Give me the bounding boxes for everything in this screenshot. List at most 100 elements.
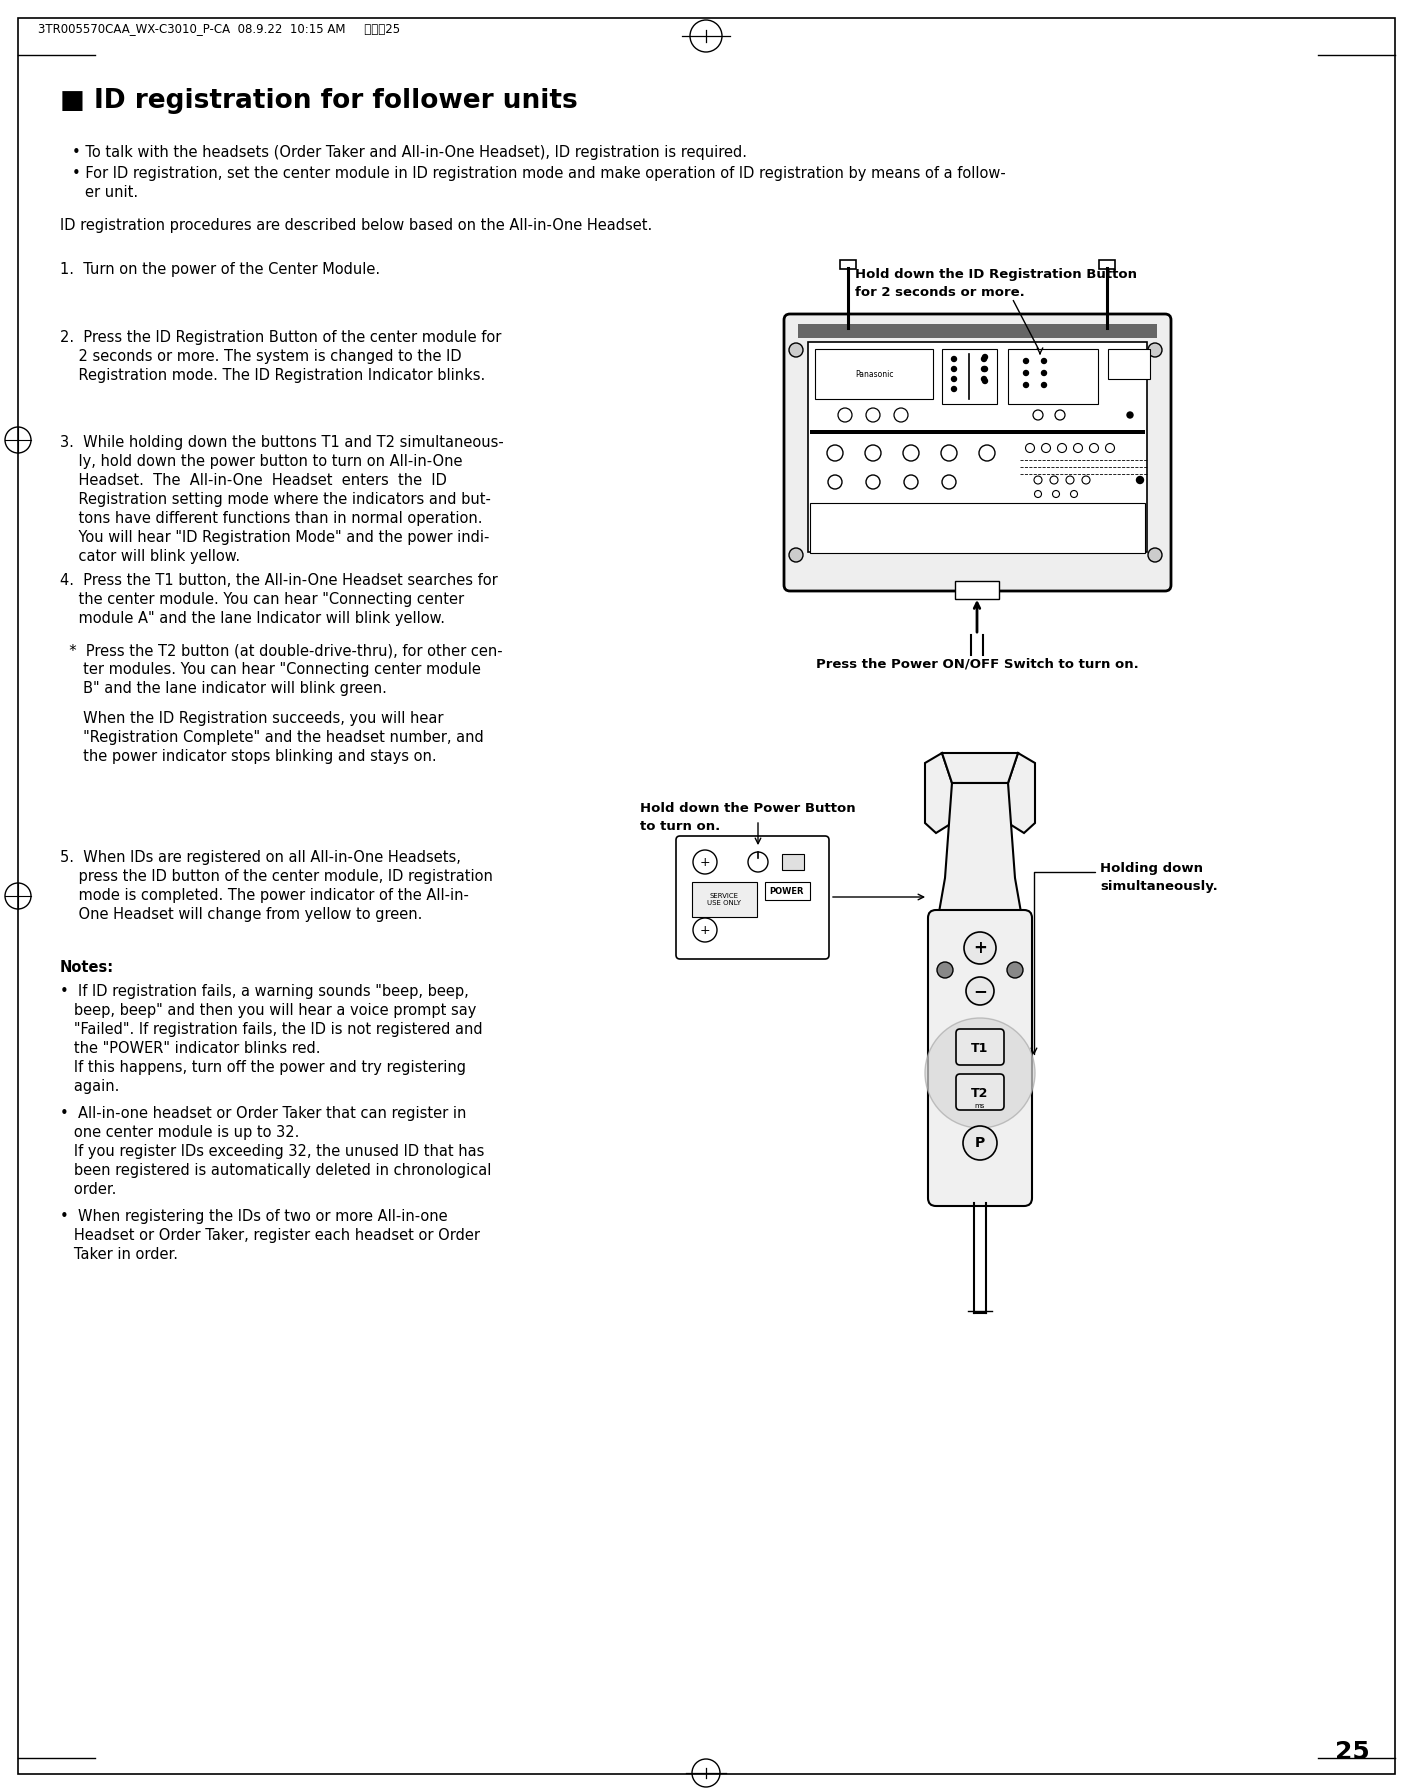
- Circle shape: [964, 932, 996, 964]
- Text: Hold down the Power Button: Hold down the Power Button: [640, 803, 856, 815]
- Polygon shape: [1007, 753, 1034, 833]
- Bar: [810, 430, 1145, 434]
- Circle shape: [951, 357, 957, 362]
- Polygon shape: [926, 753, 952, 833]
- Circle shape: [982, 376, 986, 382]
- Bar: [808, 342, 1147, 552]
- Circle shape: [964, 1125, 998, 1159]
- Circle shape: [1147, 342, 1161, 357]
- Text: Headset.  The  All-in-One  Headset  enters  the  ID: Headset. The All-in-One Headset enters t…: [59, 473, 447, 487]
- FancyBboxPatch shape: [675, 837, 829, 959]
- Text: 25: 25: [1335, 1740, 1369, 1763]
- Circle shape: [1147, 548, 1161, 563]
- Text: ID registration procedures are described below based on the All-in-One Headset.: ID registration procedures are described…: [59, 219, 653, 233]
- Text: beep, beep" and then you will hear a voice prompt say: beep, beep" and then you will hear a voi…: [59, 1004, 476, 1018]
- Text: P: P: [975, 1136, 985, 1150]
- Circle shape: [982, 367, 986, 371]
- Text: Panasonic: Panasonic: [855, 369, 893, 378]
- Text: +: +: [699, 855, 711, 869]
- Bar: [815, 349, 933, 400]
- Text: 1.  Turn on the power of the Center Module.: 1. Turn on the power of the Center Modul…: [59, 262, 380, 278]
- Text: T1: T1: [971, 1041, 989, 1054]
- Text: for 2 seconds or more.: for 2 seconds or more.: [855, 287, 1024, 299]
- Text: "Failed". If registration fails, the ID is not registered and: "Failed". If registration fails, the ID …: [59, 1021, 483, 1038]
- Bar: [810, 504, 1145, 554]
- Bar: [1099, 260, 1115, 269]
- Circle shape: [951, 387, 957, 391]
- Text: been registered is automatically deleted in chronological: been registered is automatically deleted…: [59, 1163, 492, 1177]
- Text: • To talk with the headsets (Order Taker and All-in-One Headset), ID registratio: • To talk with the headsets (Order Taker…: [72, 145, 747, 159]
- Bar: [764, 882, 810, 900]
- Circle shape: [788, 342, 803, 357]
- Text: −: −: [974, 982, 986, 1000]
- Circle shape: [1023, 382, 1029, 387]
- FancyBboxPatch shape: [957, 1073, 1005, 1109]
- Circle shape: [982, 357, 986, 362]
- Text: the center module. You can hear "Connecting center: the center module. You can hear "Connect…: [59, 591, 463, 607]
- Circle shape: [982, 367, 988, 371]
- Text: One Headset will change from yellow to green.: One Headset will change from yellow to g…: [59, 907, 422, 923]
- Bar: [1108, 349, 1150, 378]
- Bar: [839, 260, 856, 269]
- Text: •  If ID registration fails, a warning sounds "beep, beep,: • If ID registration fails, a warning so…: [59, 984, 469, 998]
- Text: press the ID button of the center module, ID registration: press the ID button of the center module…: [59, 869, 493, 883]
- FancyBboxPatch shape: [957, 1029, 1005, 1064]
- Text: •  All-in-one headset or Order Taker that can register in: • All-in-one headset or Order Taker that…: [59, 1106, 466, 1122]
- Circle shape: [982, 378, 988, 383]
- Circle shape: [937, 962, 952, 978]
- Text: Holding down: Holding down: [1099, 862, 1202, 874]
- Text: SERVICE
USE ONLY: SERVICE USE ONLY: [706, 892, 740, 905]
- Text: "Registration Complete" and the headset number, and: "Registration Complete" and the headset …: [59, 729, 483, 745]
- Circle shape: [951, 376, 957, 382]
- Text: Registration setting mode where the indicators and but-: Registration setting mode where the indi…: [59, 493, 490, 507]
- Text: 5.  When IDs are registered on all All-in-One Headsets,: 5. When IDs are registered on all All-in…: [59, 849, 461, 866]
- Text: one center module is up to 32.: one center module is up to 32.: [59, 1125, 300, 1140]
- Polygon shape: [938, 783, 1022, 918]
- Text: Taker in order.: Taker in order.: [59, 1247, 178, 1262]
- Bar: [781, 855, 804, 869]
- Circle shape: [1128, 412, 1133, 418]
- Text: mode is completed. The power indicator of the All-in-: mode is completed. The power indicator o…: [59, 889, 469, 903]
- Text: 2.  Press the ID Registration Button of the center module for: 2. Press the ID Registration Button of t…: [59, 330, 502, 346]
- Text: If you register IDs exceeding 32, the unused ID that has: If you register IDs exceeding 32, the un…: [59, 1143, 485, 1159]
- Circle shape: [982, 355, 988, 360]
- Circle shape: [926, 1018, 1034, 1127]
- Text: er unit.: er unit.: [85, 185, 138, 201]
- Text: B" and the lane indicator will blink green.: B" and the lane indicator will blink gre…: [59, 681, 387, 695]
- FancyBboxPatch shape: [928, 910, 1031, 1206]
- Polygon shape: [942, 753, 1017, 783]
- Text: order.: order.: [59, 1183, 116, 1197]
- Bar: [955, 581, 999, 599]
- Bar: [692, 882, 757, 918]
- Text: POWER: POWER: [770, 887, 804, 896]
- Text: +: +: [699, 923, 711, 937]
- Bar: [942, 349, 998, 403]
- Text: module A" and the lane Indicator will blink yellow.: module A" and the lane Indicator will bl…: [59, 611, 445, 625]
- Text: Headset or Order Taker, register each headset or Order: Headset or Order Taker, register each he…: [59, 1228, 480, 1244]
- Text: 3TR005570CAA_WX-C3010_P-CA  08.9.22  10:15 AM     ページ25: 3TR005570CAA_WX-C3010_P-CA 08.9.22 10:15…: [38, 22, 400, 36]
- Text: simultaneously.: simultaneously.: [1099, 880, 1218, 892]
- Text: ms: ms: [975, 1104, 985, 1109]
- Text: T2: T2: [971, 1086, 989, 1100]
- Bar: [1007, 349, 1098, 403]
- Bar: [798, 324, 1157, 339]
- Text: cator will blink yellow.: cator will blink yellow.: [59, 548, 240, 564]
- Circle shape: [1041, 371, 1047, 376]
- Text: to turn on.: to turn on.: [640, 821, 721, 833]
- Circle shape: [966, 977, 993, 1005]
- Text: *  Press the T2 button (at double-drive-thru), for other cen-: * Press the T2 button (at double-drive-t…: [59, 643, 503, 658]
- Text: +: +: [974, 939, 986, 957]
- Text: Registration mode. The ID Registration Indicator blinks.: Registration mode. The ID Registration I…: [59, 367, 485, 383]
- Text: Notes:: Notes:: [59, 961, 114, 975]
- Text: ly, hold down the power button to turn on All-in-One: ly, hold down the power button to turn o…: [59, 453, 462, 470]
- Text: If this happens, turn off the power and try registering: If this happens, turn off the power and …: [59, 1061, 466, 1075]
- Circle shape: [1007, 962, 1023, 978]
- Text: 4.  Press the T1 button, the All-in-One Headset searches for: 4. Press the T1 button, the All-in-One H…: [59, 573, 497, 588]
- Text: 2 seconds or more. The system is changed to the ID: 2 seconds or more. The system is changed…: [59, 349, 462, 364]
- Text: Hold down the ID Registration Button: Hold down the ID Registration Button: [855, 269, 1137, 281]
- Circle shape: [1041, 358, 1047, 364]
- Text: the power indicator stops blinking and stays on.: the power indicator stops blinking and s…: [59, 749, 437, 763]
- Text: ter modules. You can hear "Connecting center module: ter modules. You can hear "Connecting ce…: [59, 661, 480, 677]
- Text: You will hear "ID Registration Mode" and the power indi-: You will hear "ID Registration Mode" and…: [59, 530, 489, 545]
- Text: ■ ID registration for follower units: ■ ID registration for follower units: [59, 88, 578, 115]
